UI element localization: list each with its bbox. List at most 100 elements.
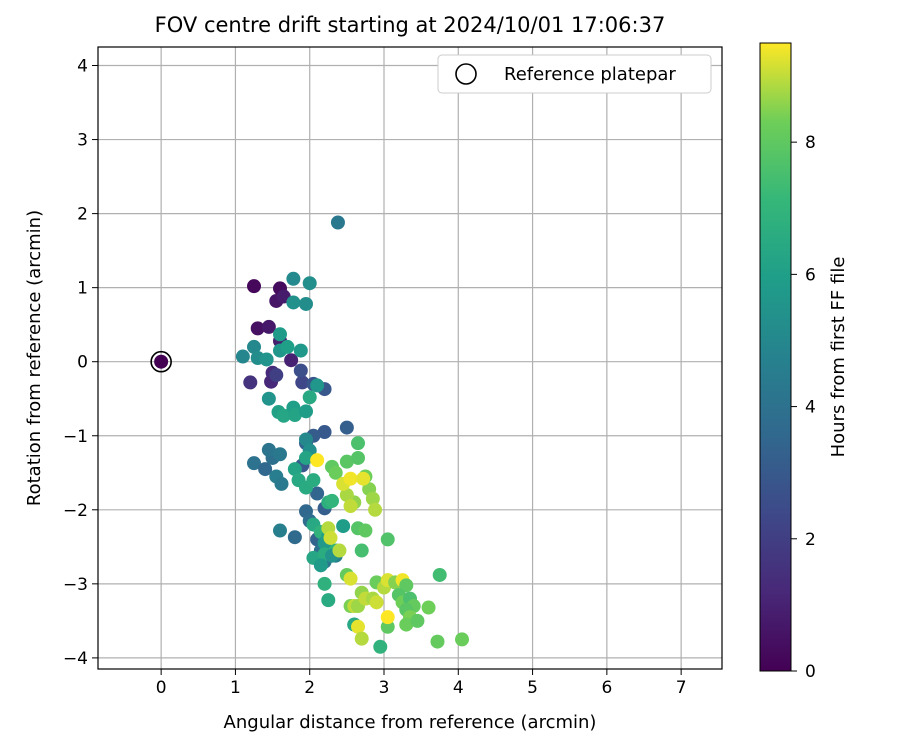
data-point xyxy=(295,375,310,390)
reference-point-ring xyxy=(150,350,172,373)
data-point xyxy=(421,600,436,615)
y-tick-label: −1 xyxy=(63,427,88,447)
data-point xyxy=(369,595,384,610)
x-axis-ticks: 0 1 2 3 4 5 6 7 xyxy=(156,669,687,698)
data-point xyxy=(343,499,358,514)
data-point xyxy=(330,215,345,230)
data-point xyxy=(259,352,274,367)
data-point xyxy=(432,567,447,582)
data-point xyxy=(243,375,258,390)
x-tick-label: 7 xyxy=(676,678,687,698)
data-point xyxy=(287,462,302,477)
data-point xyxy=(410,613,425,628)
data-point xyxy=(310,378,325,393)
x-tick-label: 2 xyxy=(304,678,315,698)
data-point xyxy=(280,339,295,354)
data-point xyxy=(328,465,343,480)
data-point xyxy=(323,530,338,545)
data-point xyxy=(365,491,380,506)
data-point xyxy=(380,619,395,634)
legend-marker xyxy=(455,63,477,85)
legend-box xyxy=(437,54,712,94)
data-point xyxy=(430,634,445,649)
data-point xyxy=(273,447,287,462)
data-point xyxy=(247,279,261,294)
data-point xyxy=(373,639,388,654)
data-point xyxy=(247,456,261,471)
data-point xyxy=(273,327,287,342)
y-tick-label: 1 xyxy=(77,279,88,299)
legend: Reference platepar xyxy=(437,54,712,94)
data-point xyxy=(313,558,328,573)
colorbar xyxy=(759,42,792,672)
data-point xyxy=(261,442,276,457)
y-tick-label: 2 xyxy=(77,205,88,225)
data-point xyxy=(284,353,299,368)
data-point xyxy=(274,476,289,491)
data-point xyxy=(354,543,369,558)
y-tick-label: −3 xyxy=(63,575,88,595)
data-point xyxy=(299,296,313,311)
colorbar-label: Hours from first FF file xyxy=(828,257,849,458)
data-point xyxy=(258,462,273,477)
data-point xyxy=(235,349,250,364)
y-tick-label: −4 xyxy=(63,649,88,669)
colorbar-tick-label: 8 xyxy=(805,133,816,153)
data-point xyxy=(310,486,325,501)
data-point xyxy=(351,450,365,465)
x-tick-label: 3 xyxy=(379,678,390,698)
x-tick-label: 0 xyxy=(156,678,167,698)
data-point xyxy=(399,578,414,593)
plot-frame xyxy=(97,46,723,670)
data-point xyxy=(317,576,332,591)
data-point xyxy=(261,391,276,406)
data-point xyxy=(339,420,354,435)
data-point xyxy=(321,593,336,608)
data-point xyxy=(351,619,365,634)
data-point xyxy=(286,295,301,310)
legend-entry: Reference platepar xyxy=(504,64,676,85)
x-tick-label: 6 xyxy=(601,678,612,698)
data-point xyxy=(343,571,358,586)
reference-point xyxy=(154,354,169,369)
data-point xyxy=(269,368,284,383)
data-point xyxy=(380,610,395,625)
chart-title: FOV centre drift starting at 2024/10/01 … xyxy=(155,13,666,37)
data-point xyxy=(302,390,317,405)
y-tick-label: −2 xyxy=(63,501,88,521)
y-tick-label: 3 xyxy=(77,131,88,151)
data-point xyxy=(306,473,321,488)
data-point xyxy=(325,493,339,508)
data-point xyxy=(302,276,317,291)
colorbar-tick-label: 0 xyxy=(805,662,816,682)
data-point xyxy=(380,532,395,547)
colorbar-tick-label: 2 xyxy=(805,530,816,550)
data-point xyxy=(310,453,325,468)
data-point xyxy=(286,271,301,286)
data-point xyxy=(358,523,373,538)
data-point xyxy=(299,404,313,419)
data-point xyxy=(293,363,308,378)
x-tick-label: 4 xyxy=(453,678,464,698)
data-point xyxy=(339,454,354,469)
data-point xyxy=(356,471,371,486)
data-point xyxy=(368,502,383,517)
data-point xyxy=(299,432,313,447)
grid xyxy=(98,47,722,669)
data-point xyxy=(332,543,347,558)
data-point xyxy=(247,339,261,354)
data-points xyxy=(150,215,469,654)
data-point xyxy=(351,436,365,451)
data-point xyxy=(343,471,358,486)
data-point xyxy=(399,617,414,632)
data-point xyxy=(276,408,291,423)
colorbar-tick-label: 4 xyxy=(805,398,816,418)
colorbar-ticks: 0 2 4 6 8 xyxy=(791,133,816,682)
data-point xyxy=(273,523,287,538)
x-tick-label: 5 xyxy=(527,678,538,698)
y-axis-ticks: −4 −3 −2 −1 0 1 2 3 4 xyxy=(63,57,98,669)
x-tick-label: 1 xyxy=(230,678,241,698)
data-point xyxy=(336,519,351,534)
x-axis-label: Angular distance from reference (arcmin) xyxy=(224,712,597,733)
